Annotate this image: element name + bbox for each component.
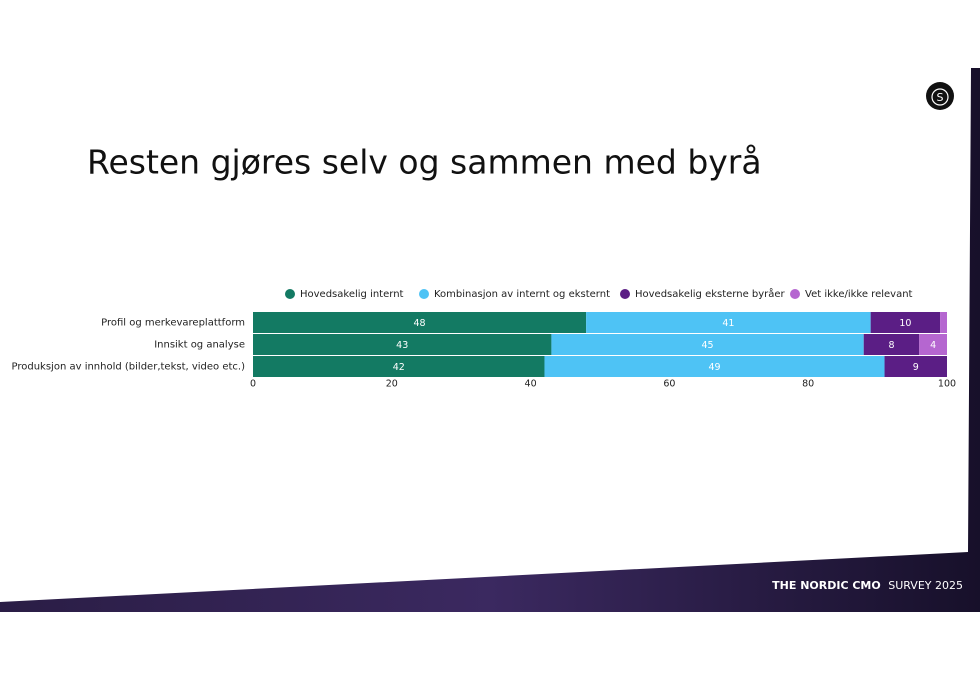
bar-segment [863, 334, 920, 355]
bar-segment [544, 356, 885, 377]
chart: Hovedsakelig internt Kombinasjon av inter… [12, 287, 957, 390]
legend-swatch [419, 289, 429, 299]
bar-segment [253, 312, 587, 333]
segment-label: 42 [393, 362, 405, 373]
segment-label: 49 [708, 362, 720, 373]
legend-label: Hovedsakelig eksterne byråer [635, 287, 786, 300]
x-tick-label: 100 [938, 379, 956, 390]
x-tick-label: 60 [663, 379, 675, 390]
x-tick-label: 80 [802, 379, 814, 390]
segment-label: 43 [396, 340, 408, 351]
legend-label: Hovedsakelig internt [300, 289, 404, 300]
segment-label: 4 [930, 340, 936, 351]
footer-brand: THE NORDIC CMO [772, 579, 881, 592]
segment-label: 10 [899, 318, 911, 329]
segment-label: 48 [414, 318, 426, 329]
logo [926, 82, 954, 110]
segment-label: 41 [722, 318, 734, 329]
x-tick-label: 20 [386, 379, 398, 390]
bar-segment [884, 356, 947, 377]
category-label: Innsikt og analyse [154, 340, 245, 351]
bar-segment [940, 312, 947, 333]
segment-label: 9 [913, 362, 919, 373]
legend-label: Vet ikke/ikke relevant [805, 289, 913, 300]
category-label: Produksjon av innhold (bilder,tekst, vid… [12, 362, 246, 373]
legend-swatch [620, 289, 630, 299]
bar-segment [586, 312, 871, 333]
slide-title: Resten gjøres selv og sammen med byrå [87, 143, 762, 182]
legend-label: Kombinasjon av internt og eksternt [434, 289, 610, 300]
bar-segment [253, 334, 552, 355]
bar-segment [870, 312, 941, 333]
legend-swatch [285, 289, 295, 299]
x-tick-label: 40 [525, 379, 537, 390]
footer-survey: SURVEY 2025 [888, 579, 963, 592]
logo-ring [931, 88, 949, 106]
legend-swatch [790, 289, 800, 299]
segment-label: 45 [702, 340, 714, 351]
logo-text: S [937, 91, 944, 104]
segment-label: 8 [888, 340, 894, 351]
bar-segment [253, 356, 545, 377]
footer: THE NORDIC CMO SURVEY 2025 [772, 579, 963, 592]
bar-segment [551, 334, 864, 355]
x-tick-label: 0 [250, 379, 256, 390]
bar-segment [919, 334, 947, 355]
city-band [0, 68, 980, 612]
category-label: Profil og merkevareplattform [101, 318, 245, 329]
